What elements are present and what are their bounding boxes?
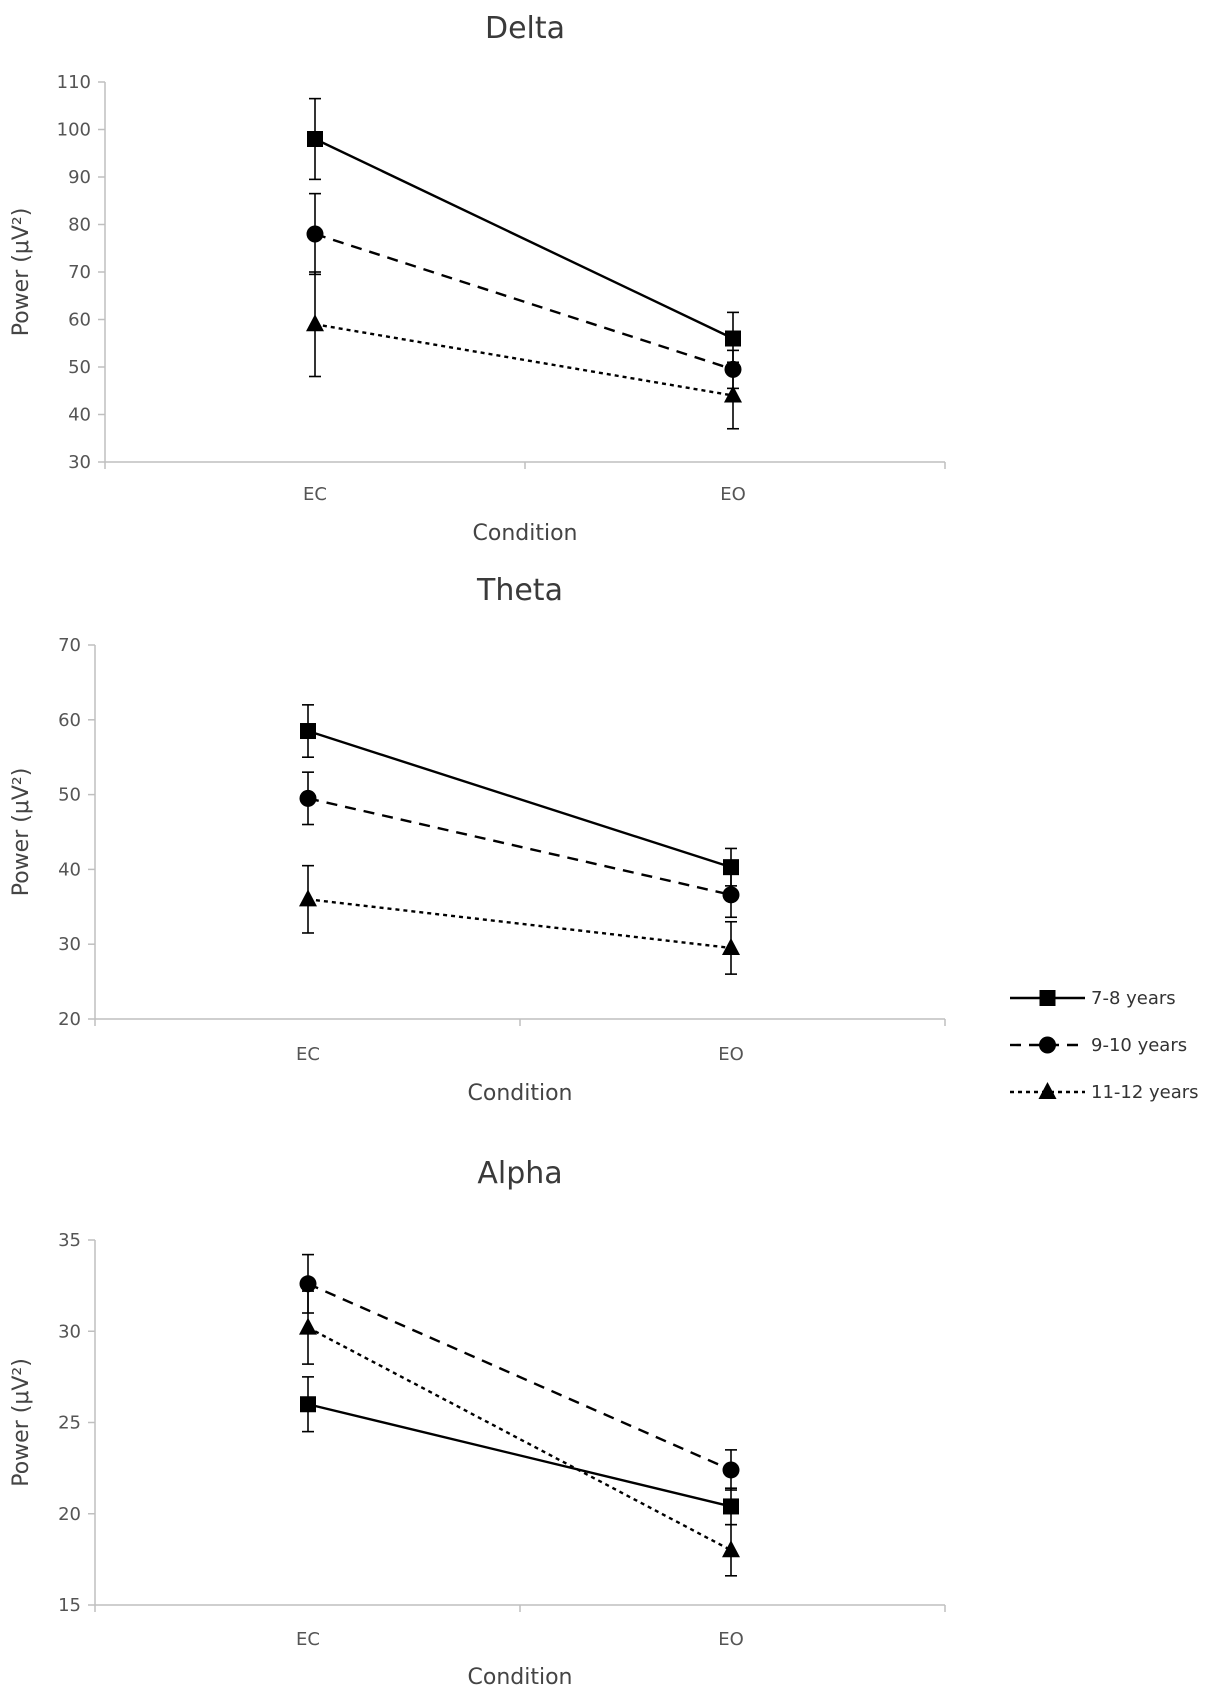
series-9-10-years xyxy=(306,192,742,390)
chart-delta: Delta 30 40 50 60 70 80 90 100 110 EC EO Condition Po… xyxy=(9,11,946,546)
data-point-triangle xyxy=(299,1317,317,1335)
y-tick-label: 30 xyxy=(68,452,91,473)
x-axis-label: Condition xyxy=(468,1665,573,1690)
legend-label: 9-10 years xyxy=(1091,1035,1187,1056)
chart-title: Theta xyxy=(476,573,563,608)
y-tick-label: 110 xyxy=(57,72,91,93)
chart-title: Alpha xyxy=(477,1156,562,1191)
y-tick-label: 30 xyxy=(58,1321,81,1342)
data-point-circle xyxy=(722,1461,740,1479)
data-point-square xyxy=(725,330,741,347)
data-point-circle xyxy=(306,225,324,243)
series-line xyxy=(307,898,732,950)
series-11-12-years xyxy=(299,864,740,975)
chart-title: Delta xyxy=(485,11,565,46)
x-tick-label: EC xyxy=(296,1629,320,1650)
y-tick-label: 25 xyxy=(58,1413,81,1434)
series-11-12-years xyxy=(299,1290,740,1577)
y-tick-label: 50 xyxy=(68,357,91,378)
y-tick-label: 50 xyxy=(58,785,81,806)
series-line xyxy=(307,797,732,897)
chart-alpha: Alpha 15 20 25 30 35 EC EO Condition Power (μV²) xyxy=(9,1156,946,1690)
data-point-triangle xyxy=(722,1540,740,1558)
legend-label: 11-12 years xyxy=(1091,1082,1199,1103)
series-line xyxy=(307,1403,732,1508)
legend-label: 7-8 years xyxy=(1091,988,1176,1009)
series-7-8-years xyxy=(307,97,741,366)
data-point-square xyxy=(300,1396,316,1413)
data-point-circle xyxy=(722,886,740,904)
series-line xyxy=(314,323,734,397)
series-line xyxy=(314,137,734,340)
data-point-triangle xyxy=(724,385,742,403)
data-point-square xyxy=(300,723,316,740)
y-tick-label: 30 xyxy=(58,934,81,955)
series-7-8-years xyxy=(300,1376,739,1526)
legend-marker-square xyxy=(1039,990,1056,1006)
x-tick-label: EO xyxy=(718,1629,744,1650)
x-axis-label: Condition xyxy=(473,521,578,546)
y-tick-label: 80 xyxy=(68,215,91,236)
x-tick-label: EO xyxy=(720,484,746,505)
x-tick-label: EC xyxy=(303,484,327,505)
legend-item: 11-12 years xyxy=(1010,1082,1199,1103)
y-tick-label: 35 xyxy=(58,1230,81,1251)
data-point-triangle xyxy=(722,937,740,955)
series-line xyxy=(314,232,734,371)
y-tick-label: 100 xyxy=(57,120,91,141)
y-axis-label: Power (μV²) xyxy=(9,768,34,897)
y-tick-label: 20 xyxy=(58,1504,81,1525)
y-tick-label: 90 xyxy=(68,167,91,188)
y-tick-label: 40 xyxy=(68,405,91,426)
y-tick-label: 40 xyxy=(58,859,81,880)
series-9-10-years xyxy=(299,771,740,919)
legend-marker-circle xyxy=(1039,1036,1056,1054)
data-point-square xyxy=(723,859,739,876)
series-line xyxy=(307,1282,732,1472)
series-line xyxy=(307,729,732,869)
data-point-circle xyxy=(299,789,317,807)
x-tick-label: EO xyxy=(718,1044,744,1065)
y-tick-label: 70 xyxy=(68,262,91,283)
chart-theta: Theta 20 30 40 50 60 70 EC EO Condition Power (μV²… xyxy=(9,573,946,1106)
data-point-square xyxy=(723,1498,739,1515)
series-line xyxy=(307,1326,732,1552)
y-axis-label: Power (μV²) xyxy=(9,1358,34,1487)
data-point-triangle xyxy=(306,314,324,332)
x-tick-label: EC xyxy=(296,1044,320,1065)
series-11-12-years xyxy=(306,271,742,430)
x-axis-label: Condition xyxy=(468,1081,573,1106)
legend-item: 7-8 years xyxy=(1010,988,1176,1009)
legend-item: 9-10 years xyxy=(1010,1035,1187,1056)
legend-marker-triangle xyxy=(1038,1082,1057,1099)
series-7-8-years xyxy=(300,704,739,887)
y-tick-label: 70 xyxy=(58,635,81,656)
series-9-10-years xyxy=(299,1253,740,1491)
y-tick-label: 60 xyxy=(58,710,81,731)
y-tick-label: 15 xyxy=(58,1595,81,1616)
y-tick-label: 60 xyxy=(68,310,91,331)
y-axis-label: Power (μV²) xyxy=(9,208,34,337)
y-tick-label: 20 xyxy=(58,1009,81,1030)
data-point-square xyxy=(307,131,323,147)
data-point-triangle xyxy=(299,889,317,907)
legend: 7-8 years 9-10 years 11-12 years xyxy=(1010,988,1199,1103)
data-point-circle xyxy=(299,1275,317,1293)
